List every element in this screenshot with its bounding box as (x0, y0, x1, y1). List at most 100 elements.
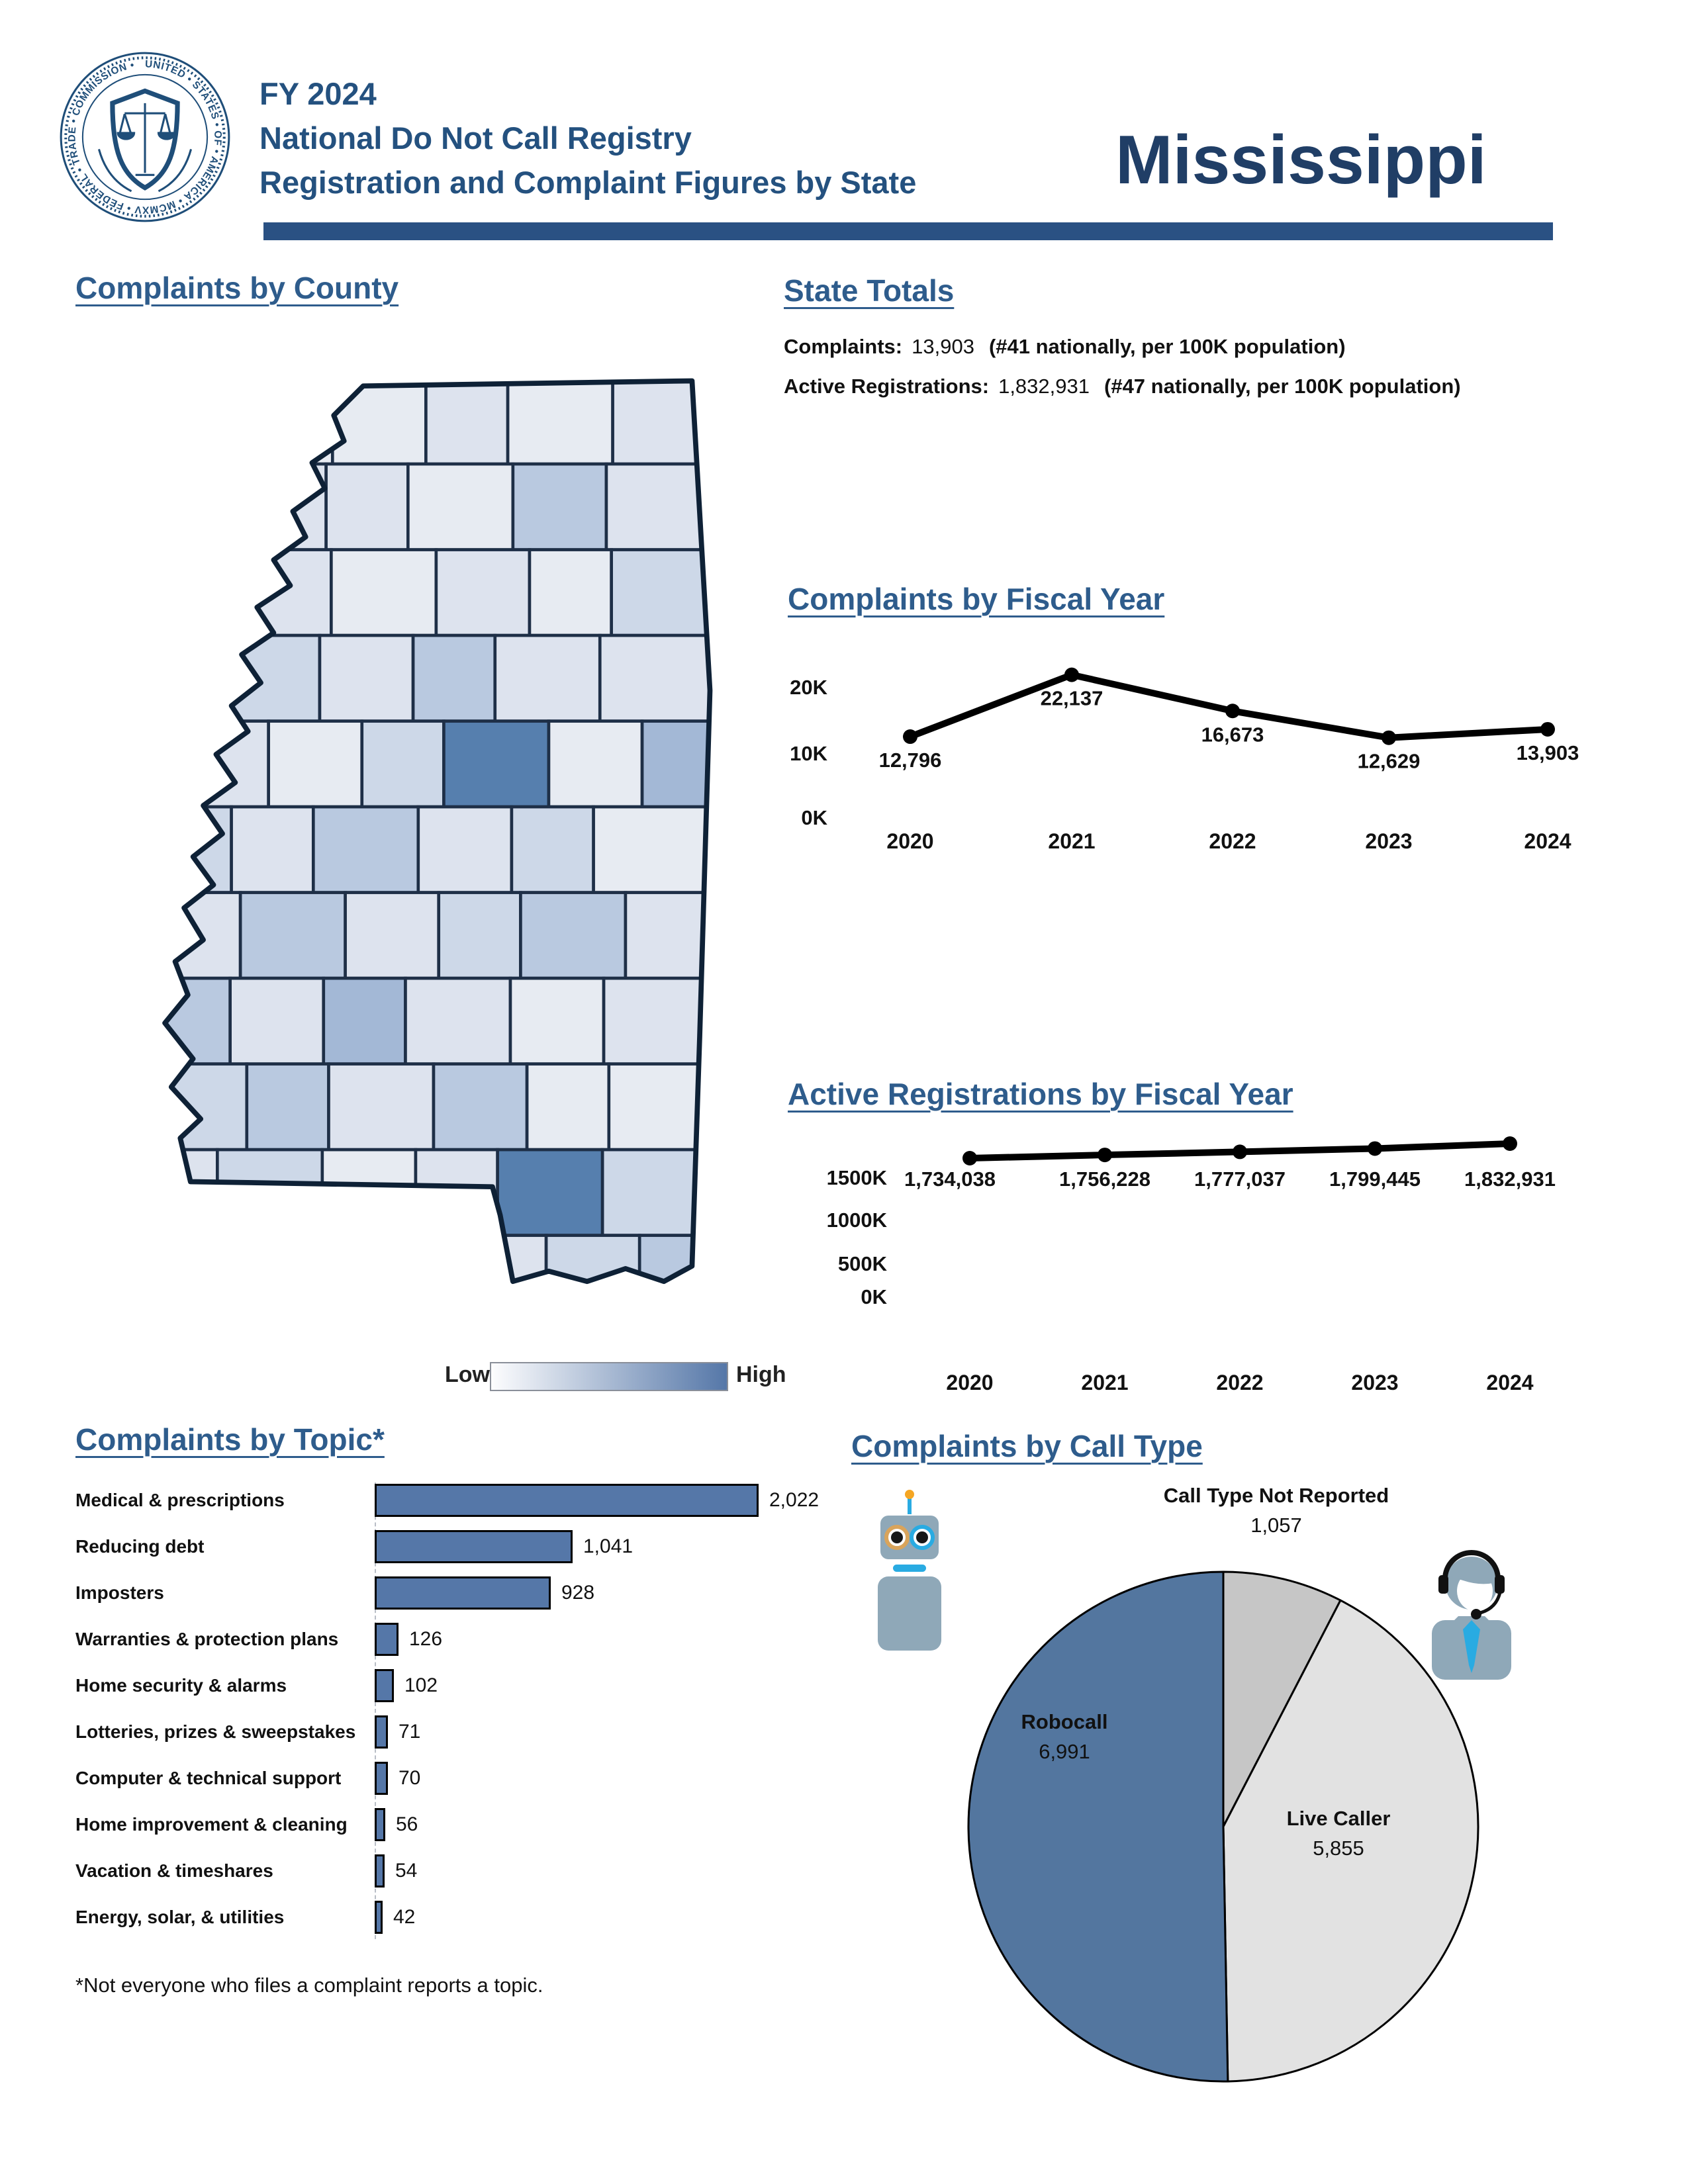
topic-value-label: 102 (404, 1674, 438, 1696)
complaints-by-call-type-pie (967, 1570, 1479, 2083)
county-cell (598, 633, 710, 723)
data-point (1233, 1144, 1247, 1160)
state-outline (162, 378, 713, 1285)
county-cell (547, 719, 644, 809)
pie-label-robocall: Robocall 6,991 (1021, 1710, 1108, 1763)
topic-chart-axis-line (375, 1482, 376, 1939)
topic-value-label: 126 (409, 1628, 443, 1650)
data-point (1368, 1141, 1382, 1156)
county-cell (600, 1148, 710, 1237)
county-cell (404, 976, 512, 1066)
county-cell (357, 1234, 443, 1282)
topic-bar (375, 1854, 385, 1888)
robot-icon (878, 1490, 941, 1651)
complaints-value: 13,903 (912, 335, 974, 358)
county-cell (607, 1062, 710, 1152)
report-fiscal-year: FY 2024 (259, 76, 377, 111)
county-cell (424, 381, 510, 466)
x-tick-label: 2024 (1524, 829, 1571, 853)
data-value-label: 16,673 (1201, 723, 1264, 746)
section-title-complaints-by-county: Complaints by County (75, 271, 399, 305)
section-title-complaints-by-fiscal-year: Complaints by Fiscal Year (788, 582, 1165, 616)
topic-row: Warranties & protection plans 126 (75, 1616, 1201, 1662)
x-tick-label: 2022 (1209, 829, 1256, 853)
county-cell (322, 976, 407, 1066)
data-point (1382, 730, 1396, 745)
x-tick-label: 2021 (1048, 829, 1095, 853)
topic-row: Energy, solar, & utilities 42 (75, 1894, 1201, 1940)
registrations-value: 1,832,931 (998, 375, 1090, 398)
complaints-rank-note: (#41 nationally, per 100K population) (988, 335, 1346, 358)
scales-icon (97, 103, 193, 193)
topic-bar (375, 1808, 385, 1841)
county-cell (525, 1062, 611, 1152)
county-cell (264, 1234, 361, 1282)
county-cell (442, 719, 551, 809)
county-cell (611, 381, 710, 466)
county-cell (216, 1148, 324, 1237)
topic-label: Warranties & protection plans (75, 1629, 339, 1649)
topic-label: Home security & alarms (75, 1675, 287, 1696)
y-tick-label: 500K (838, 1252, 888, 1275)
topic-value-label: 54 (395, 1860, 418, 1882)
county-cell (604, 462, 710, 551)
county-cell (267, 719, 364, 809)
y-tick-label: 0K (861, 1285, 887, 1308)
county-cell (511, 462, 608, 551)
x-tick-label: 2022 (1216, 1371, 1263, 1394)
data-value-label: 22,137 (1041, 687, 1103, 710)
data-value-label: 1,756,228 (1059, 1167, 1150, 1191)
county-cell (231, 462, 328, 551)
section-title-complaints-by-call-type: Complaints by Call Type (851, 1429, 1203, 1463)
state-name: Mississippi (1115, 122, 1487, 199)
county-cell (238, 891, 347, 980)
county-cell (327, 1062, 436, 1152)
county-cell (508, 976, 606, 1066)
topic-bar (375, 1762, 388, 1795)
x-tick-label: 2023 (1351, 1371, 1398, 1394)
county-cell (506, 381, 614, 466)
county-cell (440, 1234, 548, 1282)
registrations-label: Active Registrations: (784, 375, 990, 398)
county-cell (528, 548, 613, 637)
section-title-registrations-by-fiscal-year: Active Registrations by Fiscal Year (788, 1077, 1293, 1111)
county-cell (228, 976, 326, 1066)
legend-high-label: High (736, 1362, 786, 1387)
county-cell (624, 891, 710, 980)
county-cell (602, 976, 710, 1066)
county-cell (510, 805, 595, 894)
y-tick-label: 1000K (827, 1208, 888, 1232)
x-tick-label: 2020 (886, 829, 933, 853)
ftc-seal-icon: UNITED • STATES • OF • AMERICA • MCMXV •… (60, 52, 230, 222)
data-value-label: 1,734,038 (904, 1167, 996, 1191)
county-cell (165, 633, 216, 723)
county-cell (330, 548, 438, 637)
data-point (1540, 721, 1555, 737)
y-tick-label: 20K (790, 676, 827, 699)
topic-footnote: *Not everyone who files a complaint repo… (75, 1974, 543, 1997)
county-cell (344, 891, 441, 980)
complaints-by-topic-chart: Medical & prescriptions 2,022 Reducing deb… (75, 1477, 1201, 1947)
county-cell (493, 633, 602, 723)
topic-value-label: 42 (393, 1906, 416, 1928)
complaints-label: Complaints: (784, 335, 903, 358)
topic-label: Reducing debt (75, 1536, 205, 1557)
data-point (962, 1151, 977, 1165)
data-value-label: 1,832,931 (1464, 1167, 1556, 1191)
pie-slice (967, 1570, 1229, 2083)
y-tick-label: 1500K (827, 1166, 888, 1189)
topic-label: Vacation & timeshares (75, 1860, 273, 1881)
county-cell (165, 548, 251, 637)
county-cell (311, 805, 420, 894)
topic-label: Medical & prescriptions (75, 1490, 285, 1510)
report-title-line2: National Do Not Call Registry (259, 120, 692, 156)
topic-bar (375, 1484, 759, 1517)
data-value-label: 12,796 (879, 749, 942, 772)
topic-value-label: 70 (399, 1767, 421, 1789)
live-caller-headset-icon (1432, 1550, 1511, 1680)
x-tick-label: 2021 (1081, 1371, 1128, 1394)
data-value-label: 1,777,037 (1194, 1167, 1286, 1191)
county-cell (610, 548, 710, 637)
topic-row: Home improvement & cleaning 56 (75, 1801, 1201, 1848)
county-cell (165, 1148, 219, 1237)
